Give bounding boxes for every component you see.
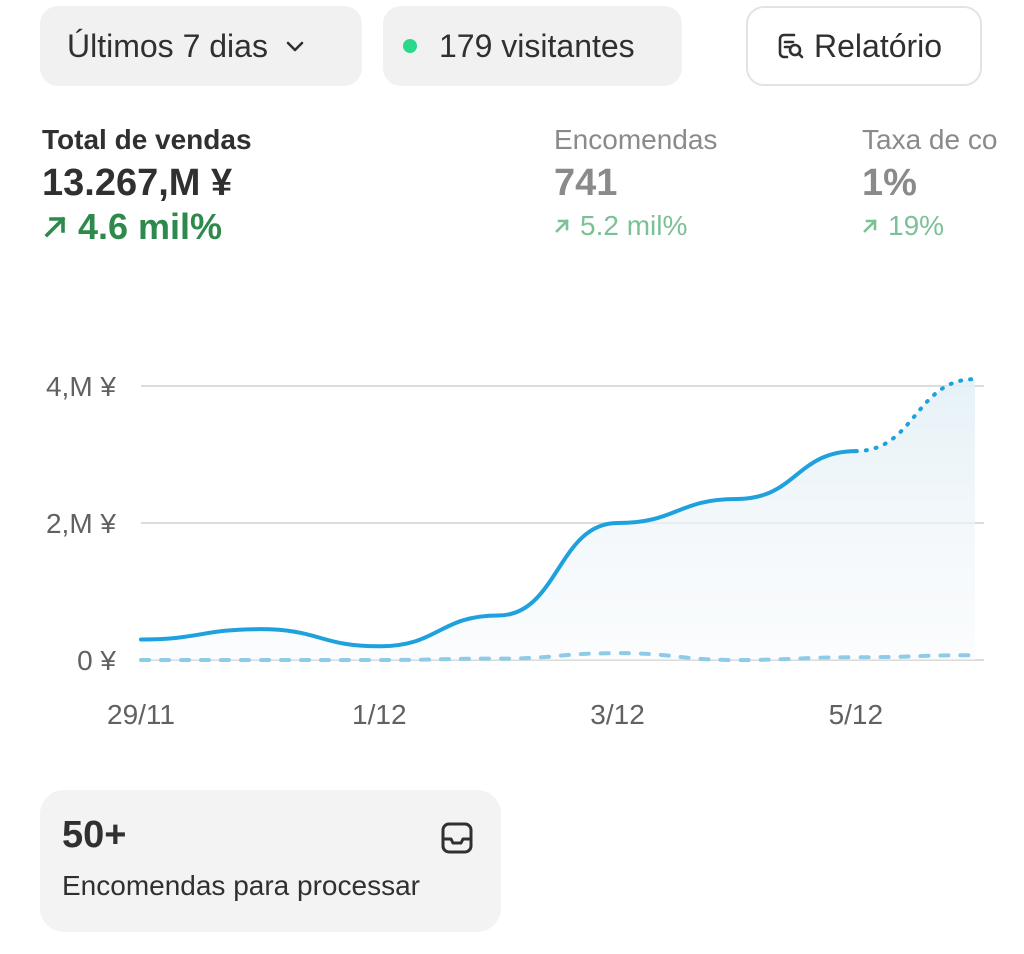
- metric-change-value: 19%: [888, 210, 945, 241]
- sales-line: [139, 449, 858, 649]
- visitors-count: 179 visitantes: [439, 27, 635, 64]
- y-tick-label: 2,M ¥: [46, 508, 116, 539]
- sales-line-chart: 0 ¥ 2,M ¥ 4,M ¥ 29/11 1/12 3/12 5/12: [46, 371, 984, 730]
- x-tick-label: 3/12: [590, 699, 645, 730]
- sales-area-fill: [141, 379, 975, 660]
- metric-change: 5.2 mil%: [554, 210, 717, 242]
- metric-label: Total de vendas: [42, 124, 252, 155]
- report-search-icon: [774, 30, 806, 62]
- metric-change-value: 5.2 mil%: [580, 210, 688, 241]
- metric-change: 19%: [862, 210, 997, 242]
- metric-orders[interactable]: Encomendas 741 5.2 mil%: [554, 122, 717, 242]
- chevron-down-icon: [284, 35, 306, 57]
- metric-label: Taxa de co: [862, 124, 998, 155]
- orders-caption: Encomendas para processar: [62, 870, 420, 901]
- y-tick-label: 4,M ¥: [46, 371, 116, 402]
- metric-value: 1%: [862, 162, 917, 204]
- metric-total-sales[interactable]: Total de vendas 13.267,M ¥ 4.6 mil%: [42, 122, 252, 248]
- live-status-dot: [403, 39, 417, 53]
- arrow-up-right-icon: [555, 219, 569, 233]
- y-tick-label: 0 ¥: [77, 645, 116, 676]
- metric-value: 741: [554, 162, 618, 204]
- metric-value: 13.267,M ¥: [42, 162, 233, 204]
- report-button[interactable]: Relatório: [746, 6, 982, 86]
- date-range-label: Últimos 7 dias: [67, 27, 268, 64]
- live-visitors-button[interactable]: 179 visitantes: [383, 6, 682, 86]
- metric-change-value: 4.6 mil%: [78, 206, 223, 247]
- x-tick-label: 5/12: [829, 699, 884, 730]
- arrow-up-right-icon: [863, 219, 877, 233]
- report-label: Relatório: [814, 27, 943, 64]
- orders-to-process-card[interactable]: 50+ Encomendas para processar: [40, 790, 501, 932]
- x-tick-label: 1/12: [352, 699, 407, 730]
- date-range-selector[interactable]: Últimos 7 dias: [40, 6, 362, 86]
- x-tick-label: 29/11: [107, 699, 175, 730]
- metric-change: 4.6 mil%: [42, 206, 252, 248]
- metric-conversion-rate[interactable]: Taxa de co 1% 19%: [862, 122, 997, 242]
- sales-line-projection: [853, 377, 977, 454]
- arrow-up-right-icon: [44, 216, 66, 238]
- metric-label: Encomendas: [554, 124, 718, 155]
- comparison-line: [139, 651, 977, 663]
- inbox-icon: [441, 822, 473, 854]
- orders-count: 50+: [62, 814, 127, 856]
